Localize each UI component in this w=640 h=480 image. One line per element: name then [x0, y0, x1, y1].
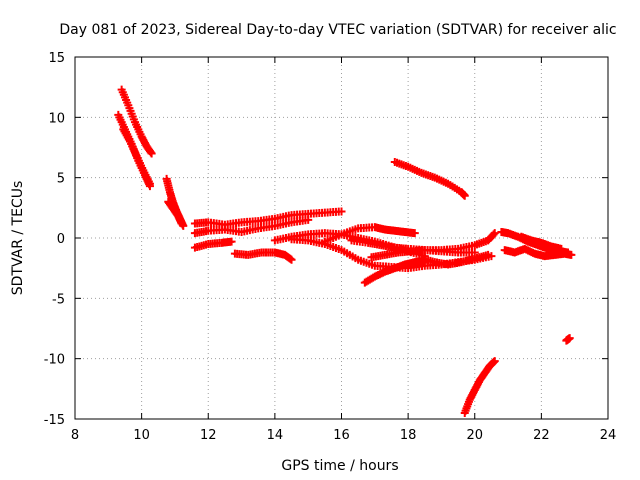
x-tick-label: 20 — [466, 428, 483, 443]
data-point — [177, 219, 186, 228]
x-tick-label: 12 — [200, 428, 217, 443]
x-tick-label: 22 — [533, 428, 550, 443]
series-track-5 — [164, 197, 186, 228]
data-point — [565, 334, 574, 343]
series-track-9 — [230, 248, 296, 264]
data-point — [460, 191, 469, 200]
series-track-3 — [119, 125, 154, 188]
y-tick-label: 10 — [48, 111, 65, 126]
y-tick-label: 0 — [57, 232, 65, 247]
series-track-12 — [320, 223, 419, 246]
data-points — [114, 85, 576, 417]
data-point — [337, 207, 346, 216]
series-track-6 — [190, 207, 346, 229]
data-point — [145, 179, 154, 188]
series-track-17 — [390, 157, 469, 200]
x-tick-label: 16 — [333, 428, 350, 443]
axis-ticks: 8 10 12 14 16 18 20 22 24 -15 -10 -5 0 5 10 15 — [44, 51, 617, 443]
series-track-15 — [367, 246, 479, 262]
data-point — [287, 255, 296, 264]
data-point — [490, 229, 499, 238]
x-tick-label: 8 — [71, 428, 79, 443]
x-axis-title: GPS time / hours — [281, 458, 398, 474]
data-point — [484, 250, 493, 259]
y-tick-label: 5 — [57, 172, 65, 187]
series-track-14 — [360, 256, 429, 287]
series-track-1 — [117, 85, 156, 158]
x-tick-label: 14 — [267, 428, 284, 443]
series-track-22 — [562, 334, 574, 345]
series-track-20 — [500, 244, 576, 261]
y-tick-label: 15 — [48, 51, 65, 66]
series-track-8 — [190, 237, 236, 252]
data-point — [489, 230, 498, 239]
series-track-7 — [190, 215, 313, 238]
series-track-21 — [517, 232, 566, 253]
chart-title: Day 081 of 2023, Sidereal Day-to-day VTE… — [59, 22, 616, 38]
y-tick-label: -5 — [52, 292, 65, 307]
data-point — [567, 250, 576, 259]
data-point — [147, 149, 156, 158]
y-axis-title: SDTVAR / TECUs — [10, 181, 26, 296]
plot-frame — [74, 56, 609, 420]
y-tick-label: -15 — [44, 413, 65, 428]
series-track-16 — [417, 250, 493, 269]
x-tick-label: 24 — [600, 428, 617, 443]
data-point — [304, 215, 313, 224]
x-tick-label: 10 — [133, 428, 150, 443]
series-track-18 — [460, 357, 499, 417]
data-point — [410, 229, 419, 238]
data-point — [490, 357, 499, 366]
x-tick-label: 18 — [400, 428, 417, 443]
data-point — [557, 244, 566, 253]
data-point — [227, 237, 236, 246]
y-tick-label: -10 — [44, 353, 65, 368]
